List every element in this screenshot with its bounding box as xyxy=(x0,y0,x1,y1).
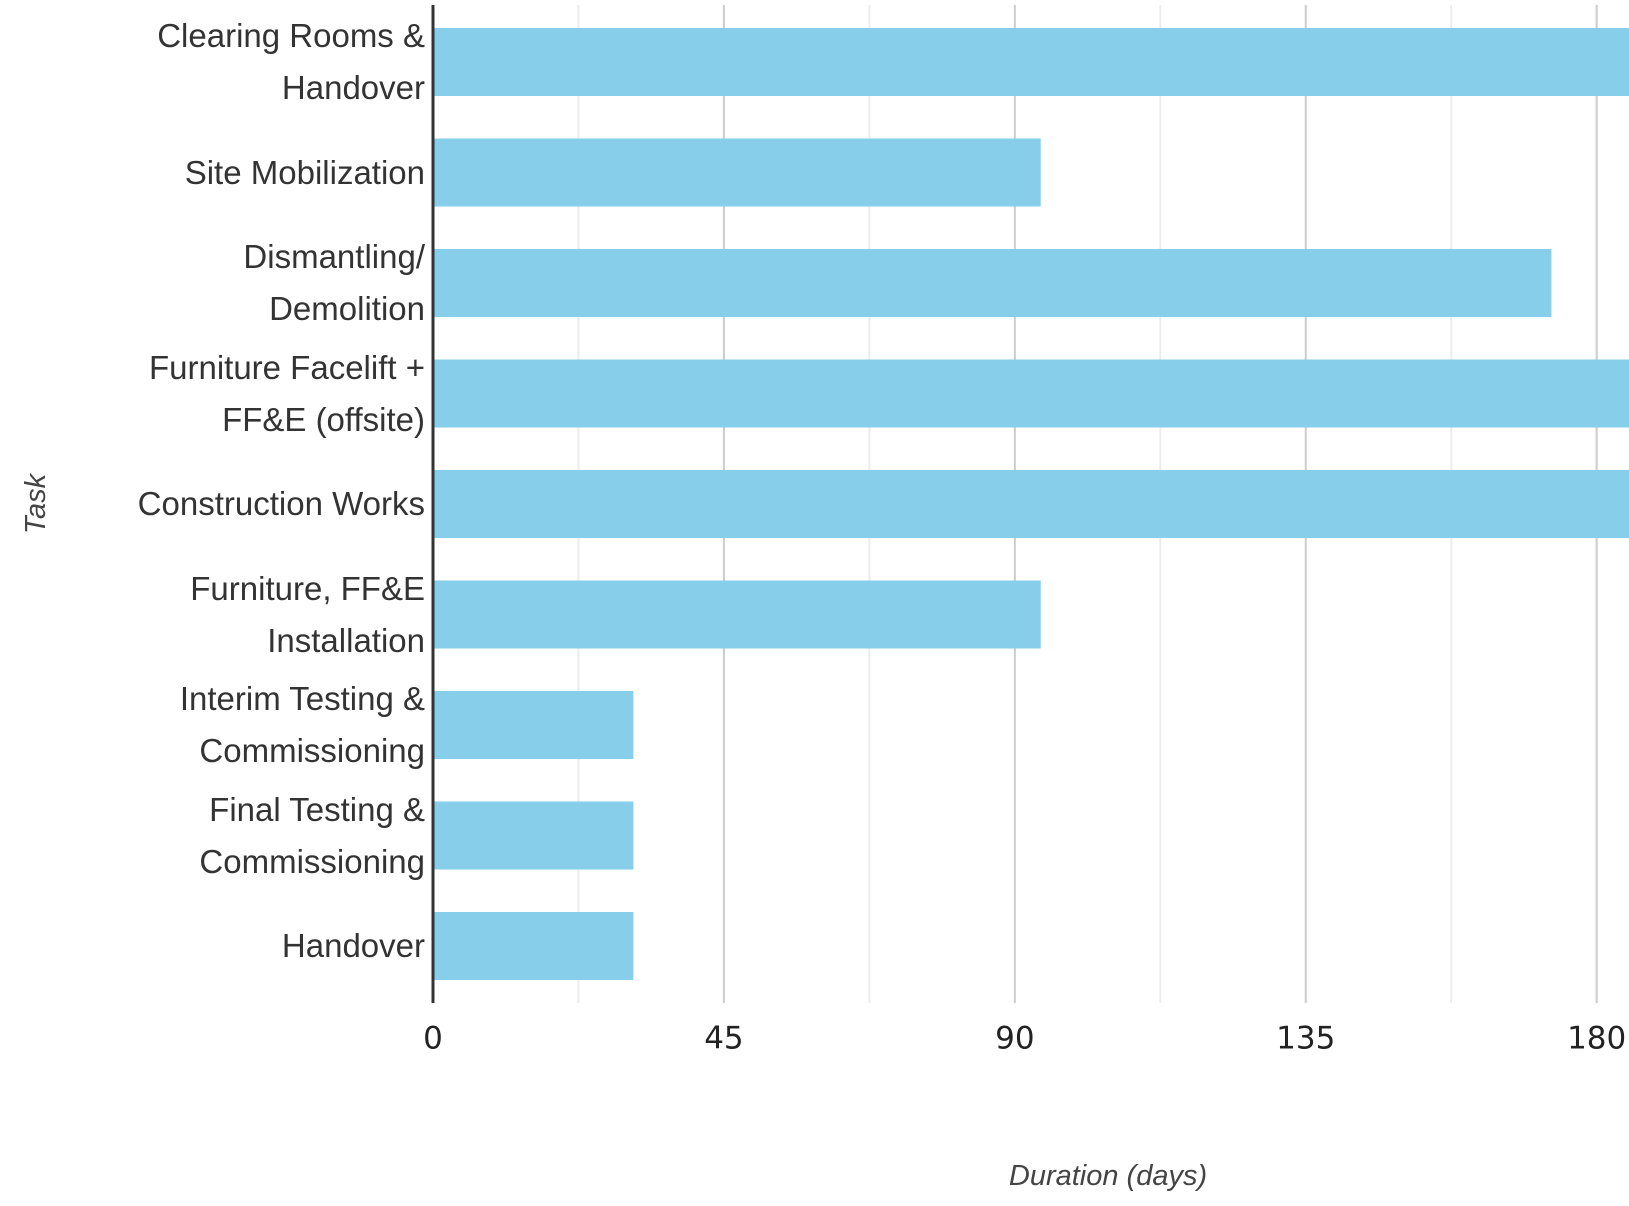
y-tick-label: Final Testing & Commissioning xyxy=(199,790,425,880)
x-tick-label: 45 xyxy=(704,1021,743,1057)
y-tick-label: Clearing Rooms & Handover xyxy=(157,17,425,106)
bar xyxy=(433,801,634,870)
bar xyxy=(433,28,1629,96)
x-tick-label: 0 xyxy=(423,1021,443,1057)
y-tick-label: Handover xyxy=(281,927,425,964)
y-tick-label: Interim Testing & Commissioning xyxy=(179,680,425,769)
bar xyxy=(433,580,1041,649)
bar xyxy=(433,138,1041,207)
bar xyxy=(433,470,1629,538)
bar xyxy=(433,249,1552,317)
y-axis-title: Task xyxy=(20,472,52,534)
x-axis-title: Duration (days) xyxy=(1009,1160,1207,1192)
y-tick-label: Site Mobilization xyxy=(184,153,425,191)
x-tick-label: 135 xyxy=(1276,1021,1335,1057)
y-tick-label: Furniture, FF&E Installation xyxy=(190,569,425,659)
bar xyxy=(433,359,1629,428)
y-tick-label: Construction Works xyxy=(137,485,425,522)
bar xyxy=(433,691,634,759)
y-tick-label: Furniture Facelift + FF&E (offsite) xyxy=(148,348,425,438)
bar xyxy=(433,912,634,980)
x-tick-label: 90 xyxy=(995,1021,1034,1057)
y-tick-label: Dismantling/ Demolition xyxy=(243,238,425,327)
x-tick-label: 180 xyxy=(1567,1021,1626,1057)
